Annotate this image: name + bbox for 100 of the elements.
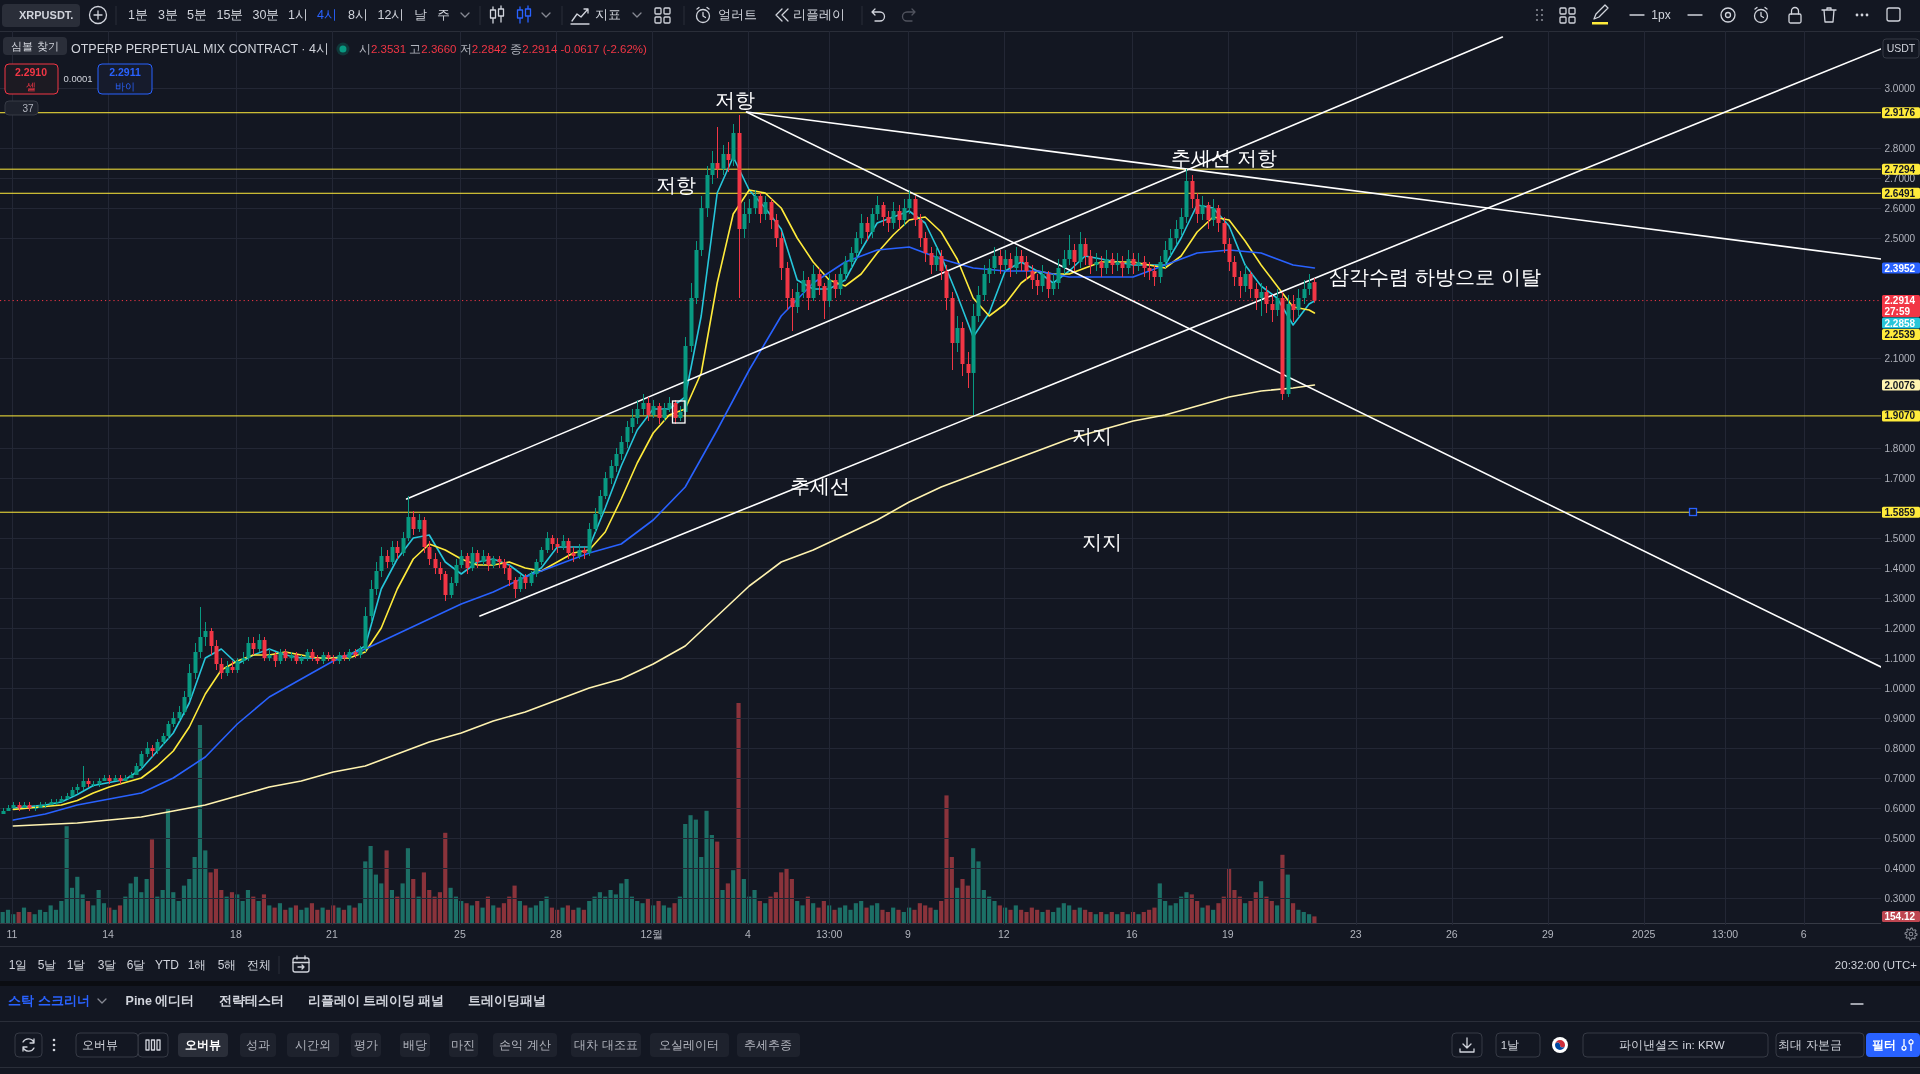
text: 리플레이 트레이딩 패널 — [307, 994, 445, 1009]
button: 평가 — [351, 1033, 381, 1057]
text: 1달 — [66, 958, 86, 973]
text: 1해 — [187, 958, 207, 973]
button: 오버뷰 — [178, 1033, 228, 1057]
y-tick-label: 0.8000 — [1884, 742, 1916, 754]
x-tick-label: 29 — [1541, 928, 1554, 940]
x-tick-label: 13:00 — [816, 928, 843, 940]
dropdown: 파이낸셜즈 in: KRW — [1582, 1032, 1769, 1058]
text: 시2.3531 고2.3660 저2.2842 종2.2914 -0.0617 (-2.62%) — [358, 43, 647, 56]
ref-line-label: 1.9070 — [1884, 410, 1916, 422]
button: 오실레이터 — [650, 1033, 729, 1057]
y-tick-label: 0.7000 — [1884, 772, 1916, 784]
text: OTPERP PERPETUAL MIX CONTRACT · 4시 — [71, 42, 329, 57]
text: 얼러트 — [717, 8, 757, 23]
x-tick-label: 18 — [230, 928, 242, 940]
y-tick-label: 1.5000 — [1884, 532, 1916, 544]
text: 전략테스터 — [218, 994, 284, 1009]
text: 1분 — [128, 8, 148, 23]
text: 전체 — [247, 958, 271, 973]
x-tick-label: 2025 — [1632, 928, 1656, 940]
y-tick-label: 1.1000 — [1884, 652, 1916, 664]
x-tick-label: 25 — [454, 928, 466, 940]
text: 27:59 — [1884, 306, 1911, 318]
text: 15분 — [216, 8, 244, 23]
x-tick-label: 11 — [6, 928, 18, 940]
text: 지표 — [595, 8, 621, 23]
text: 8시 — [348, 8, 368, 23]
y-tick-label: 0.4000 — [1884, 862, 1916, 874]
text: 2.2858 — [1884, 317, 1916, 329]
text: 12시 — [377, 8, 405, 23]
text: 트레이딩패널 — [468, 994, 546, 1009]
text: 20:32:00 (UTC+ — [1834, 959, 1918, 972]
button: 배당 — [400, 1033, 430, 1057]
text: YTD — [155, 958, 180, 973]
y-tick-label: 3.0000 — [1884, 82, 1916, 94]
annotation: 저항 — [715, 89, 755, 111]
annotation: 삼각수렴 하방으로 이탈 — [1329, 266, 1541, 288]
annotation: 지지 — [1082, 531, 1122, 553]
y-tick-label: 2.7000 — [1884, 172, 1916, 184]
y-tick-label: 0.6000 — [1884, 802, 1916, 814]
annotation: 37 — [22, 102, 34, 114]
x-tick-label: 23 — [1349, 928, 1362, 940]
y-tick-label: 0.9000 — [1884, 712, 1916, 724]
text: 30분 — [252, 8, 280, 23]
y-tick-label: 1.3000 — [1884, 592, 1916, 604]
text: 4시 — [317, 8, 337, 23]
x-tick-label: 21 — [326, 928, 338, 940]
annotation: 심볼 찾기 — [11, 39, 59, 52]
annotation: 셀 — [26, 80, 36, 92]
button: 시간외 — [287, 1033, 339, 1057]
annotation: 0.0001 — [63, 73, 93, 85]
annotation: 2.2910 — [14, 65, 48, 78]
x-tick-label: 12 — [997, 928, 1010, 940]
x-tick-label: 4 — [744, 928, 751, 940]
y-axis-title: USDT — [1886, 42, 1916, 55]
button: 필터 — [1866, 1033, 1920, 1057]
x-tick-label: 12월 — [640, 928, 664, 940]
x-tick-label: 6 — [1800, 928, 1807, 940]
y-tick-label: 2.8000 — [1884, 142, 1916, 154]
x-tick-label: 28 — [550, 928, 562, 940]
text: 2.2539 — [1884, 329, 1916, 341]
y-tick-label: 1.0000 — [1884, 682, 1916, 694]
text: 5분 — [187, 8, 207, 23]
text: 3분 — [158, 8, 178, 23]
x-tick-label: 26 — [1445, 928, 1458, 940]
annotation: 저항 — [656, 174, 696, 196]
y-tick-label: 2.6000 — [1884, 202, 1916, 214]
text: 주 — [436, 8, 450, 23]
ref-line-label: 2.7294 — [1884, 163, 1916, 175]
y-tick-label: 1.7000 — [1884, 472, 1916, 484]
x-tick-label: 13:00 — [1711, 928, 1739, 940]
x-tick-label: 9 — [904, 928, 911, 940]
x-tick-label: 19 — [1221, 928, 1234, 940]
text: 1일 — [8, 958, 28, 973]
text: 스탁 스크리너 — [8, 994, 90, 1009]
text: 1시 — [288, 8, 308, 23]
y-tick-label: 2.5000 — [1884, 232, 1916, 244]
y-tick-label: 1.4000 — [1884, 562, 1916, 574]
y-tick-label: 0.5000 — [1884, 832, 1916, 844]
ref-line-label: 2.2914 — [1884, 295, 1916, 307]
text: 2.3952 — [1884, 262, 1916, 274]
text: 5날 — [37, 958, 57, 973]
dropdown: 1날 — [1495, 1032, 1541, 1058]
text: 2.0076 — [1884, 379, 1916, 391]
button: 손익 계산 — [493, 1033, 557, 1057]
button: 37 — [4, 100, 39, 116]
text: 날 — [413, 8, 427, 23]
button: 성과 — [240, 1033, 276, 1057]
annotation: 바이 — [115, 80, 135, 92]
ref-line-label: 1.5859 — [1884, 506, 1916, 518]
search-field: XRPUSDT. — [2, 4, 80, 27]
text: 3달 — [97, 958, 117, 973]
x-tick-label: 14 — [102, 928, 114, 940]
text: Pine 에디터 — [125, 994, 195, 1009]
text: 5해 — [217, 958, 237, 973]
text: 리플레이 — [793, 8, 845, 23]
dropdown: 오버뷰 — [75, 1032, 139, 1058]
dropdown: 최대 자본금 — [1775, 1032, 1865, 1058]
y-tick-label: 1.2000 — [1884, 622, 1916, 634]
